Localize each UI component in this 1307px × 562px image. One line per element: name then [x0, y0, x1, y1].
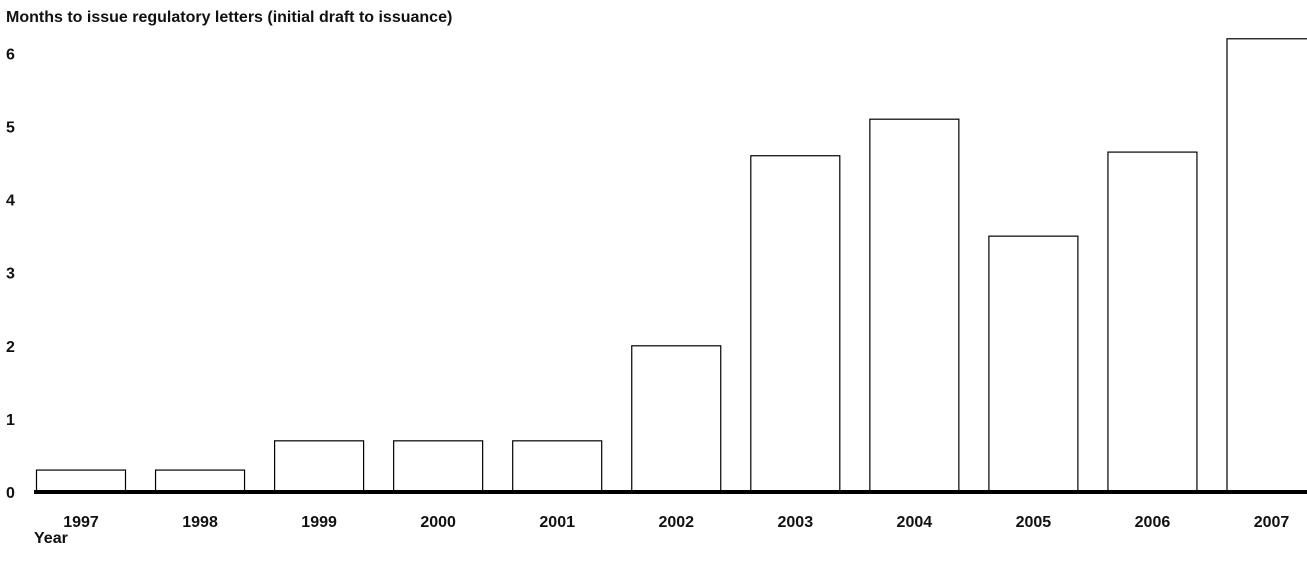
y-tick-label: 3 [6, 266, 15, 283]
x-tick-label: 2006 [1135, 514, 1171, 531]
bar-1998 [154, 469, 246, 493]
bar-2002 [631, 345, 722, 493]
y-tick-label: 4 [6, 193, 15, 210]
y-tick-label: 1 [6, 412, 15, 429]
y-tick-label: 0 [6, 485, 15, 502]
x-axis-label: Year [34, 530, 68, 547]
y-tick-label: 5 [6, 120, 15, 137]
bars [35, 38, 1307, 493]
x-tick-label: 1998 [182, 514, 218, 531]
y-tick-label: 2 [6, 339, 15, 356]
x-axis-ticks: 1997 1998 1999 2000 2001 2002 2003 2004 2005 2006… [63, 514, 1289, 531]
bar-1999 [274, 440, 365, 493]
y-axis-ticks: 0 1 2 3 4 5 6 [6, 46, 15, 502]
x-tick-label: 1999 [301, 514, 337, 531]
bar-1997 [35, 469, 127, 493]
bar-2004 [869, 118, 960, 493]
x-tick-label: 2004 [897, 514, 933, 531]
bar-2005 [988, 235, 1079, 493]
y-tick-label: 6 [6, 46, 15, 63]
x-tick-label: 2007 [1254, 514, 1290, 531]
bar-2006 [1107, 151, 1198, 493]
bar-2001 [512, 440, 603, 493]
bar-2003 [750, 155, 841, 493]
x-tick-label: 2002 [658, 514, 694, 531]
chart-title: Months to issue regulatory letters (init… [6, 9, 452, 26]
x-tick-label: 2001 [539, 514, 575, 531]
x-tick-label: 2005 [1016, 514, 1052, 531]
x-tick-label: 2000 [420, 514, 456, 531]
bar-2000 [393, 440, 484, 493]
x-tick-label: 1997 [63, 514, 99, 531]
bar-2007 [1226, 38, 1307, 493]
x-tick-label: 2003 [778, 514, 814, 531]
